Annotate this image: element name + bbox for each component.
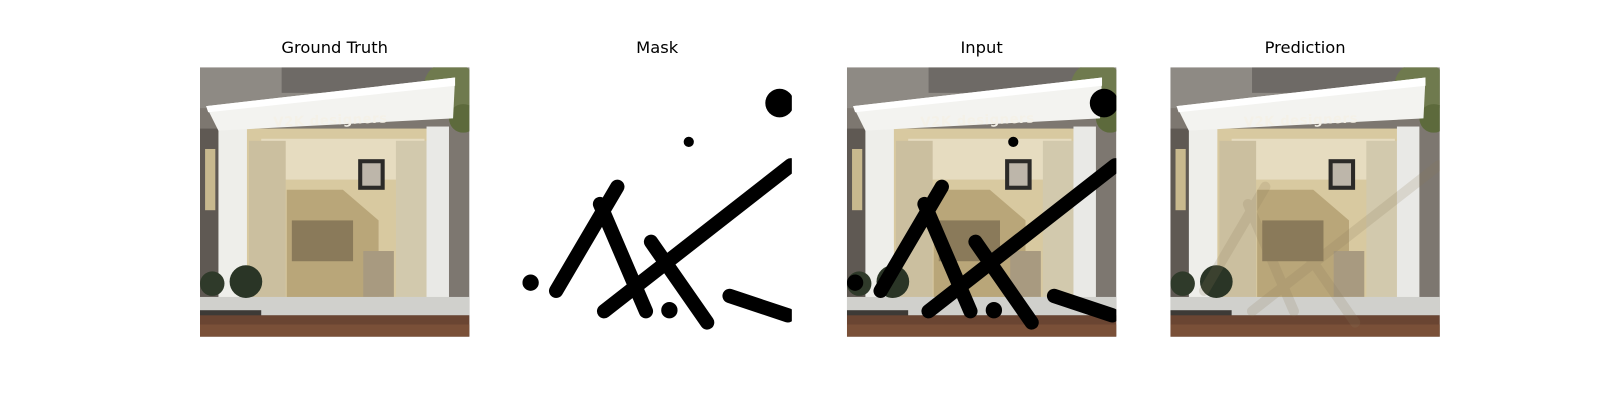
panel-title: Ground Truth <box>281 38 388 57</box>
panel-title: Input <box>961 38 1003 57</box>
sign-text: V2K designers <box>920 112 1035 131</box>
ground-truth-image: V2K designers <box>200 67 470 337</box>
sign-text: V2K designers <box>273 112 388 131</box>
prediction-image: V2K designers <box>1170 67 1440 337</box>
panel-title: Mask <box>636 38 679 57</box>
input-image: V2K designers <box>847 67 1117 337</box>
panel-title: Prediction <box>1265 38 1346 57</box>
mask-image <box>522 67 793 337</box>
sign-text: V2K designers <box>1244 112 1359 131</box>
